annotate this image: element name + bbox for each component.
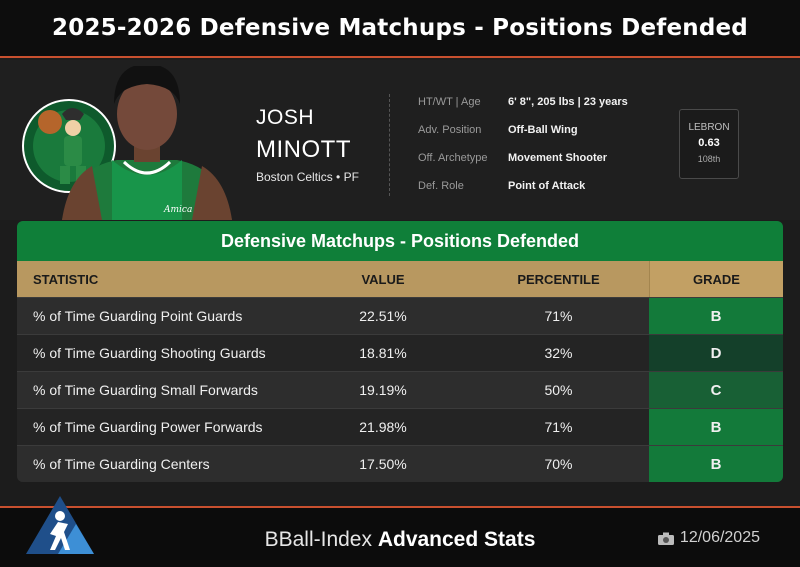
row-grade: D (649, 335, 783, 371)
info-label: Adv. Position (418, 124, 482, 136)
header-value: VALUE (361, 271, 405, 287)
header-percentile: PERCENTILE (517, 271, 600, 287)
row-value: 18.81% (359, 345, 407, 361)
footer-date: 12/06/2025 (657, 529, 760, 547)
info-value: 6' 8", 205 lbs | 23 years (508, 96, 628, 108)
table-row: % of Time Guarding Shooting Guards 18.81… (17, 334, 783, 371)
brand-name: BBall-Index (264, 528, 372, 551)
row-percentile: 70% (544, 456, 573, 472)
info-label: Off. Archetype (418, 152, 488, 164)
info-value: Movement Shooter (508, 152, 608, 164)
info-row: Off. Archetype Movement Shooter (418, 152, 628, 180)
info-row: HT/WT | Age 6' 8", 205 lbs | 23 years (418, 96, 628, 124)
lebron-rank: 108th (697, 154, 721, 164)
row-grade: C (649, 372, 783, 408)
info-row: Def. Role Point of Attack (418, 180, 628, 208)
info-label: Def. Role (418, 180, 464, 192)
row-value: 21.98% (359, 419, 407, 435)
row-percentile: 71% (544, 419, 573, 435)
footer-brand: BBall-Index Advanced Stats (0, 528, 800, 552)
row-value: 22.51% (359, 308, 407, 324)
info-value: Point of Attack (508, 180, 586, 192)
row-statistic: % of Time Guarding Power Forwards (33, 419, 263, 435)
brand-tagline: Advanced Stats (377, 528, 536, 551)
table-row: % of Time Guarding Power Forwards 21.98%… (17, 408, 783, 445)
row-grade: B (649, 409, 783, 445)
lebron-stat-box: LEBRON 0.63 108th (679, 109, 739, 179)
table-row: % of Time Guarding Small Forwards 19.19%… (17, 371, 783, 408)
player-first-name: JOSH (256, 106, 315, 129)
date-text: 12/06/2025 (679, 529, 760, 546)
player-info: HT/WT | Age 6' 8", 205 lbs | 23 years Ad… (418, 96, 628, 208)
row-statistic: % of Time Guarding Point Guards (33, 308, 243, 324)
title-bar: 2025-2026 Defensive Matchups - Positions… (0, 0, 800, 58)
table-row: % of Time Guarding Centers 17.50% 70% B (17, 445, 783, 482)
matchups-table: Defensive Matchups - Positions Defended … (17, 221, 783, 482)
row-statistic: % of Time Guarding Centers (33, 456, 210, 472)
row-value: 17.50% (359, 456, 407, 472)
player-photo: Amica (62, 66, 232, 220)
bball-index-logo (26, 496, 94, 554)
jersey-sponsor-text: Amica (163, 205, 192, 215)
header-statistic: STATISTIC (33, 271, 99, 287)
team-position: Boston Celtics • PF (256, 170, 359, 184)
player-header: Amica JOSH MINOTT Boston Celtics • PF HT… (0, 60, 800, 220)
player-last-name: MINOTT (256, 136, 351, 163)
row-statistic: % of Time Guarding Shooting Guards (33, 345, 266, 361)
info-label: HT/WT | Age (418, 96, 481, 108)
header-grade: GRADE (649, 261, 783, 297)
row-value: 19.19% (359, 382, 407, 398)
info-row: Adv. Position Off-Ball Wing (418, 124, 628, 152)
lebron-label: LEBRON (688, 122, 730, 133)
row-percentile: 50% (544, 382, 573, 398)
info-value: Off-Ball Wing (508, 124, 578, 136)
footer: BBall-Index Advanced Stats 12/06/2025 (0, 496, 800, 567)
table-row: % of Time Guarding Point Guards 22.51% 7… (17, 297, 783, 334)
table-title: Defensive Matchups - Positions Defended (17, 221, 783, 261)
row-grade: B (649, 446, 783, 482)
row-statistic: % of Time Guarding Small Forwards (33, 382, 258, 398)
row-percentile: 71% (544, 308, 573, 324)
table-header-row: STATISTIC VALUE PERCENTILE GRADE (17, 261, 783, 297)
page-title: 2025-2026 Defensive Matchups - Positions… (52, 15, 748, 41)
camera-icon (657, 532, 674, 545)
row-grade: B (649, 298, 783, 334)
celtics-logo (22, 99, 116, 193)
header-divider (389, 94, 390, 196)
row-percentile: 32% (544, 345, 573, 361)
lebron-value: 0.63 (698, 137, 720, 149)
